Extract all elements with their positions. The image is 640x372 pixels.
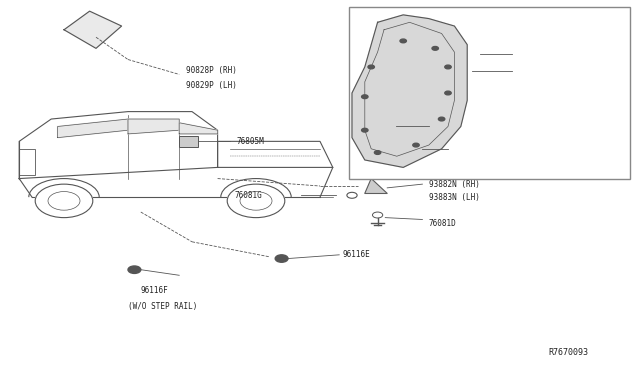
Circle shape [445, 65, 451, 69]
Circle shape [362, 95, 368, 99]
Circle shape [128, 266, 141, 273]
Text: R7670093: R7670093 [549, 348, 589, 357]
Circle shape [368, 65, 374, 69]
Text: 96116EA: 96116EA [435, 122, 468, 131]
Bar [349, 7, 630, 179]
Polygon shape [64, 11, 122, 48]
Text: 76081D: 76081D [429, 219, 456, 228]
Circle shape [400, 39, 406, 43]
Text: 96116F: 96116F [141, 286, 168, 295]
Bar [19, 149, 35, 175]
Polygon shape [352, 15, 467, 167]
Text: (W/O SUNROOF): (W/O SUNROOF) [518, 43, 573, 50]
Circle shape [432, 46, 438, 50]
Polygon shape [365, 179, 387, 193]
Text: (W/O STEP RAIL): (W/O STEP RAIL) [128, 302, 197, 311]
Polygon shape [128, 119, 179, 134]
Circle shape [385, 124, 396, 129]
Polygon shape [179, 123, 218, 134]
Text: 90829P (LH): 90829P (LH) [186, 81, 236, 90]
Text: 76008H: 76008H [518, 52, 546, 61]
Circle shape [227, 184, 285, 218]
Text: 76008H: 76008H [454, 139, 482, 148]
Text: 76081G: 76081G [235, 191, 262, 200]
Text: (W/O SUNROOF): (W/O SUNROOF) [442, 154, 497, 160]
Circle shape [413, 143, 419, 147]
Circle shape [445, 91, 451, 95]
Text: 76805M: 76805M [237, 137, 264, 146]
Polygon shape [58, 119, 128, 138]
Circle shape [462, 68, 472, 74]
Circle shape [275, 255, 288, 262]
Circle shape [362, 128, 368, 132]
Text: 90828P (RH): 90828P (RH) [186, 66, 236, 75]
Circle shape [35, 184, 93, 218]
Circle shape [374, 151, 381, 154]
Circle shape [438, 117, 445, 121]
Text: 96116EA: 96116EA [518, 67, 551, 76]
Text: 93882N (RH): 93882N (RH) [429, 180, 479, 189]
Text: 76081D: 76081D [429, 159, 456, 168]
Bar [179, 136, 198, 147]
Text: 93883N (LH): 93883N (LH) [429, 193, 479, 202]
Text: 96116E: 96116E [342, 250, 370, 259]
